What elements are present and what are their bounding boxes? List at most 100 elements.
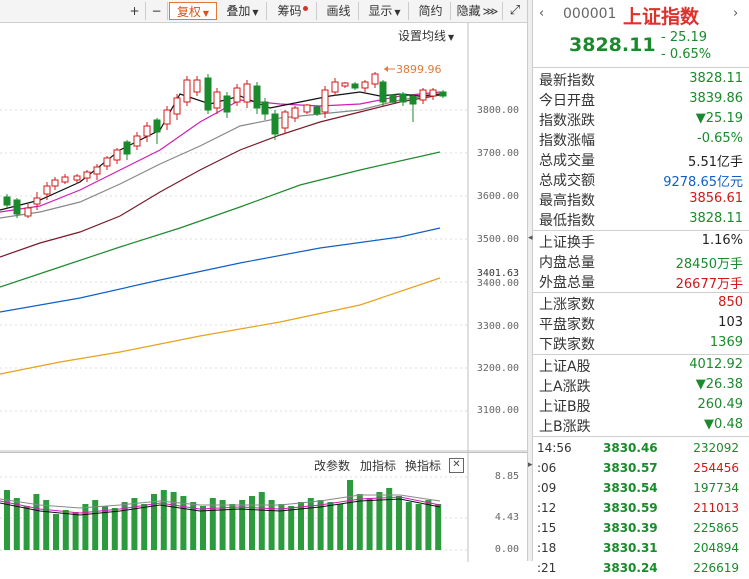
quote-row: 最高指数 3856.61	[533, 189, 749, 209]
quote-row-label: 平盘家数	[539, 317, 595, 333]
zoom-in-button[interactable]: +	[124, 2, 146, 20]
tick-price: 3830.54	[603, 481, 658, 495]
volume-bar	[23, 506, 30, 550]
quote-row-label: 上A涨跌	[539, 379, 591, 395]
volume-bar	[160, 490, 167, 550]
chevron-down-icon: ▼	[448, 33, 455, 42]
volume-ma-magenta	[0, 496, 441, 514]
kline-panel[interactable]: 3899.96 设置均线 ▼ 3800.00 3700.00 3600.00 35…	[0, 22, 527, 452]
close-icon[interactable]: ✕	[449, 458, 464, 473]
candle-body	[439, 91, 447, 97]
volume-bar	[170, 492, 177, 550]
quote-row-value: 850	[718, 295, 743, 310]
expand-right-icon[interactable]: ▸	[528, 460, 533, 470]
volume-chart[interactable]	[0, 453, 527, 562]
y-tick-3300: 3300.00	[476, 321, 519, 332]
candle-body	[113, 149, 121, 161]
volume-bar	[4, 490, 10, 550]
ma-line-maroon	[0, 94, 441, 258]
tick-price: 3830.31	[603, 541, 658, 555]
quote-row: 内盘总量 28450万手	[533, 251, 749, 272]
candle-body	[313, 106, 321, 115]
quote-row: 下跌家数 1369	[533, 333, 749, 353]
vol-tick-mid: 4.43	[494, 512, 519, 523]
tick-price: 3830.39	[603, 521, 658, 535]
overlay-dropdown[interactable]: 叠加 ▼	[219, 2, 267, 20]
volume-bar	[72, 512, 79, 550]
quote-row-label: 上证A股	[539, 359, 591, 375]
hide-button[interactable]: 隐藏 ⋙	[453, 2, 503, 20]
vol-tick-zero: 0.00	[494, 544, 519, 555]
collapse-right-icon[interactable]: ◂	[528, 233, 533, 243]
simple-mode-button[interactable]: 简约	[411, 2, 451, 20]
current-price: 3828.11	[569, 34, 656, 56]
candle-body	[261, 101, 269, 115]
candle-body	[173, 97, 181, 115]
chips-button[interactable]: 筹码	[269, 2, 317, 20]
chevron-down-icon: ▼	[202, 9, 210, 18]
tick-row: 14:56 3830.46 232092	[533, 439, 749, 459]
chevron-down-icon: ▼	[252, 8, 259, 17]
stock-code: 000001	[563, 6, 617, 22]
tick-volume: 204894	[693, 541, 739, 555]
candle-body	[371, 73, 379, 85]
tick-time: 14:56	[537, 441, 572, 455]
candle-body	[33, 197, 41, 205]
quote-row: 总成交量 5.51亿手	[533, 149, 749, 170]
volume-panel[interactable]: 改参数 加指标 换指标 ✕ 8.85 4.43 0.00	[0, 452, 527, 562]
prev-stock-icon[interactable]: ‹	[539, 6, 545, 21]
tick-price: 3830.24	[603, 561, 658, 575]
quote-row-value: 9278.65亿元	[663, 175, 743, 190]
volume-bar	[209, 498, 216, 550]
candle-body	[143, 125, 151, 137]
zoom-out-button[interactable]: −	[146, 2, 168, 20]
candle-body	[351, 83, 359, 89]
quote-row-value: ▼0.48	[704, 417, 743, 432]
tick-row: :09 3830.54 197734	[533, 479, 749, 499]
change-params-button[interactable]: 改参数	[314, 459, 351, 473]
display-dropdown[interactable]: 显示 ▼	[361, 2, 409, 20]
quote-row-value: -0.65%	[697, 131, 743, 146]
volume-bar	[288, 506, 295, 550]
add-indicator-button[interactable]: 加指标	[360, 459, 397, 473]
draw-line-label: 画线	[326, 4, 351, 18]
candle-body	[281, 111, 289, 129]
tick-price: 3830.59	[603, 501, 658, 515]
y-tick-3400: 3400.00	[476, 278, 519, 289]
switch-indicator-button[interactable]: 换指标	[405, 459, 442, 473]
quote-row-label: 指数涨跌	[539, 113, 595, 129]
divider	[533, 436, 749, 437]
volume-bar	[13, 498, 20, 550]
ma-line-magenta	[0, 91, 441, 213]
kline-chart[interactable]: 3899.96	[0, 22, 527, 452]
candle-body	[321, 89, 329, 113]
fuquan-dropdown[interactable]: 复权 ▼	[169, 2, 217, 20]
fullscreen-icon[interactable]: ⤢	[509, 3, 521, 18]
tick-row: :21 3830.24 226619	[533, 559, 749, 579]
set-ma-label: 设置均线	[398, 29, 447, 43]
hide-label: 隐藏	[456, 4, 481, 18]
quote-row-value: 1.16%	[701, 233, 743, 248]
quote-row-value: 3856.61	[689, 191, 743, 206]
ma-line-orange	[0, 277, 441, 375]
quote-row-value: 28450万手	[675, 257, 743, 272]
stock-name: 上证指数	[623, 6, 700, 28]
quote-row-value: 26677万手	[675, 277, 743, 292]
volume-bar	[239, 500, 246, 550]
candle-body	[103, 157, 111, 167]
tick-time: :12	[537, 501, 557, 515]
tick-row: :18 3830.31 204894	[533, 539, 749, 559]
candle-body	[291, 107, 299, 119]
divider	[533, 354, 749, 355]
high-marker-label: 3899.96	[396, 63, 442, 76]
volume-bar	[356, 494, 363, 550]
next-stock-icon[interactable]: ›	[733, 6, 739, 21]
ma-line-blue	[0, 227, 441, 313]
draw-line-button[interactable]: 画线	[319, 2, 359, 20]
candle-body	[163, 109, 171, 125]
tick-volume: 211013	[693, 501, 739, 515]
panel-splitter[interactable]: ◂ ▸	[527, 0, 533, 561]
quote-row-value: ▼26.38	[695, 377, 743, 392]
set-ma-dropdown[interactable]: 设置均线 ▼	[398, 27, 454, 44]
tick-volume: 226619	[693, 561, 739, 575]
